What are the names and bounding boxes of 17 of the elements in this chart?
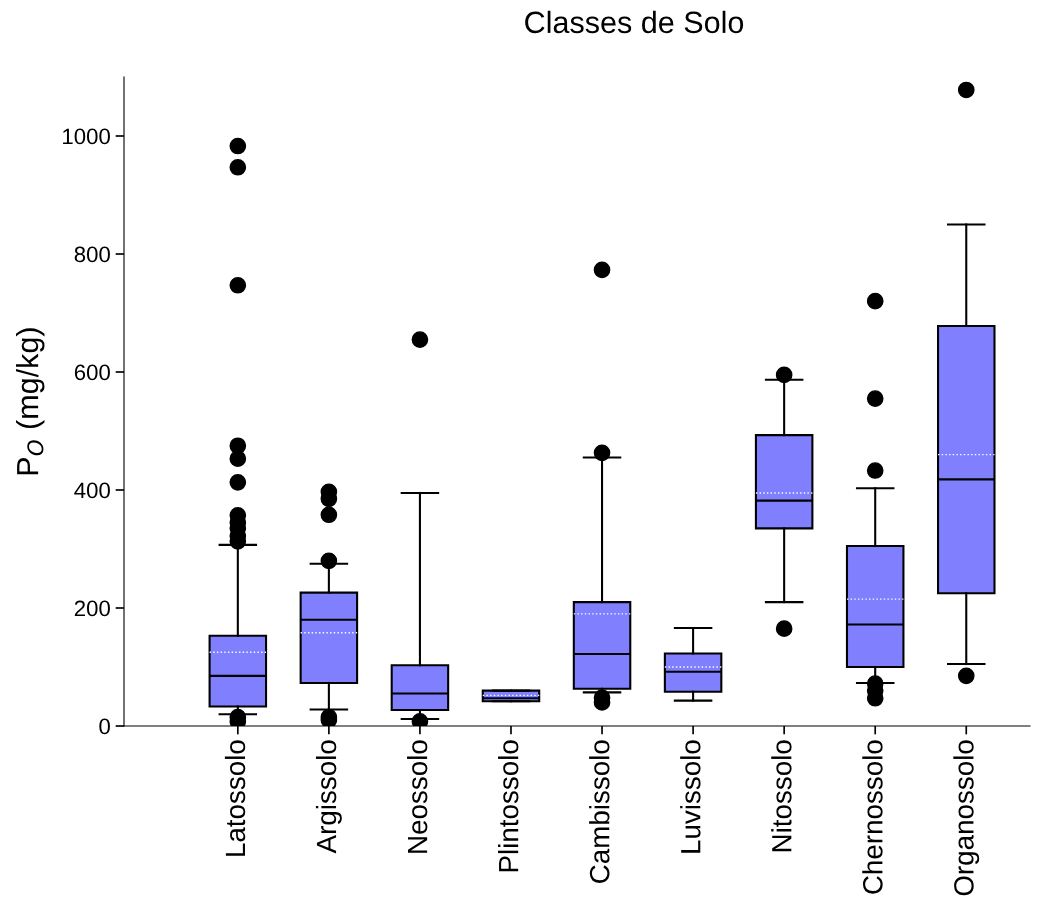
x-tick-label: Cambissolo [589,740,610,883]
x-tick-label: Plintossolo [498,740,519,872]
y-tick-label: 1000 [63,128,110,145]
x-tick-label: Neossolo [406,740,428,853]
x-tick-label: Organossolo [953,740,980,896]
y-axis-title: P$_{O}$ (mg/kg) [15,328,45,475]
x-tick-label: Chernossolo [862,740,883,894]
y-tick-label: 400 [74,482,110,499]
y-tick-label: 600 [74,364,110,381]
x-tick-label: Argissolo [315,740,342,854]
x-tick-label: Latossolo [224,740,246,856]
chart-title: Classes de Solo [525,10,744,34]
y-tick-label: 200 [74,600,110,617]
y-tick-label: 0 [99,718,110,735]
y-tick-label: 800 [74,246,110,263]
x-tick-label: Nitossolo [771,740,792,852]
x-tick-label: Luvissolo [680,740,701,853]
